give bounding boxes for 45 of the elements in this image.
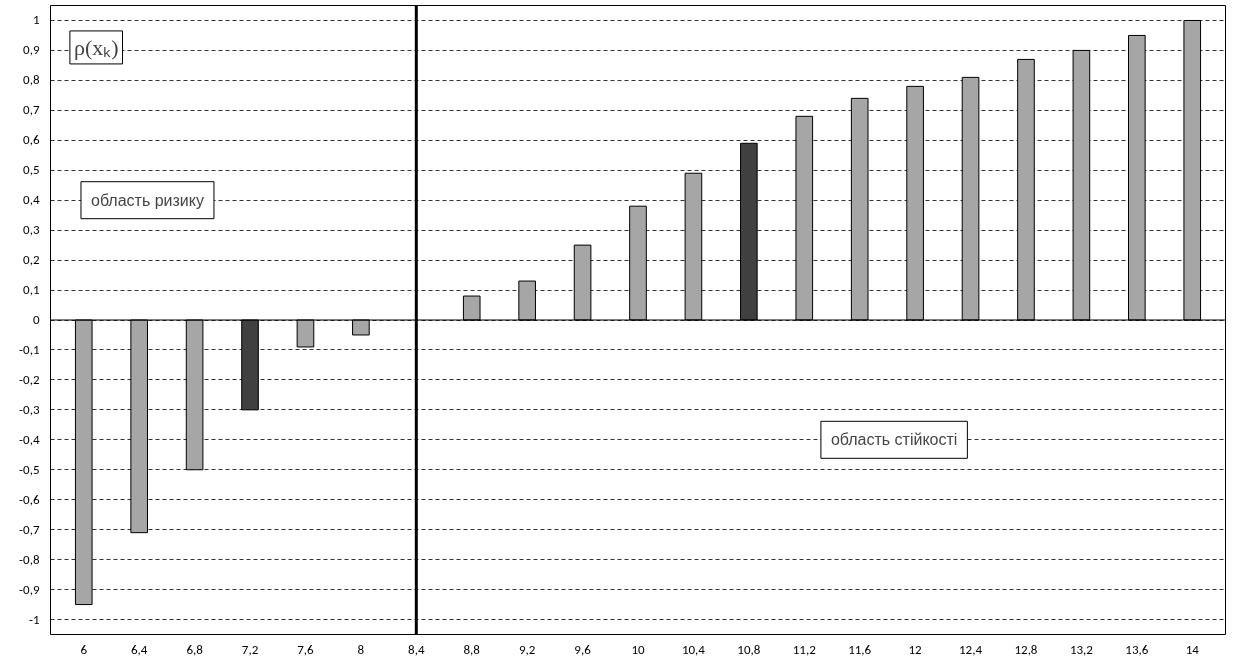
x-tick-label: 12: [908, 641, 923, 657]
y-tick-label: 0,6: [23, 132, 40, 148]
y-tick-label: 0,9: [23, 42, 40, 58]
x-tick-label: 8: [357, 641, 365, 657]
x-tick-label: 10: [631, 641, 645, 657]
y-tick-label: 0,8: [23, 72, 40, 88]
y-tick-label: 0,5: [23, 162, 40, 178]
y-tick-label: 0,2: [23, 252, 40, 268]
x-tick-label: 11,6: [848, 641, 872, 657]
x-tick-label: 12,8: [1014, 641, 1038, 657]
y-tick-label: 1: [32, 12, 40, 28]
x-tick-label: 6,8: [186, 641, 204, 657]
x-tick-label: 12,4: [959, 641, 983, 657]
annotation: область ризику: [90, 191, 204, 209]
y-tick-label: 0,7: [23, 102, 40, 118]
y-tick-label: 0,1: [23, 282, 40, 298]
x-tick-label: 8,8: [463, 641, 481, 657]
x-tick-label: 7,2: [241, 641, 259, 657]
y-tick-label: -0,5: [19, 461, 40, 477]
x-tick-label: 13,2: [1069, 641, 1094, 657]
x-tick-label: 9,2: [518, 641, 536, 657]
y-tick-label: -0,7: [19, 521, 40, 537]
y-tick-label: -0,4: [19, 431, 40, 447]
x-tick-label: 8,4: [408, 641, 425, 657]
y-tick-label: 0,3: [23, 222, 40, 238]
x-tick-label: 11,2: [792, 641, 817, 657]
x-tick-label: 6,4: [130, 641, 148, 657]
x-tick-label: 9,6: [574, 641, 592, 657]
y-tick-label: -0,6: [19, 491, 40, 507]
x-tick-label: 10,8: [737, 641, 761, 657]
annotation: ρ(xₖ): [73, 34, 119, 60]
x-tick-label: 14: [1185, 641, 1200, 657]
y-tick-label: -1: [28, 611, 40, 627]
y-tick-label: -0,3: [19, 401, 40, 417]
annotation: область стійкості: [830, 431, 958, 449]
y-tick-label: 0: [32, 312, 40, 327]
x-tick-label: 13,6: [1125, 641, 1149, 657]
x-tick-label: 6: [80, 641, 88, 657]
y-tick-label: -0,2: [19, 371, 40, 387]
y-tick-label: -0,1: [19, 341, 40, 357]
y-tick-label: 0,4: [23, 192, 40, 208]
x-tick-label: 10,4: [681, 641, 706, 657]
y-tick-label: -0,9: [19, 581, 40, 597]
x-tick-label: 7,6: [297, 641, 315, 657]
y-tick-label: -0,8: [19, 551, 40, 567]
